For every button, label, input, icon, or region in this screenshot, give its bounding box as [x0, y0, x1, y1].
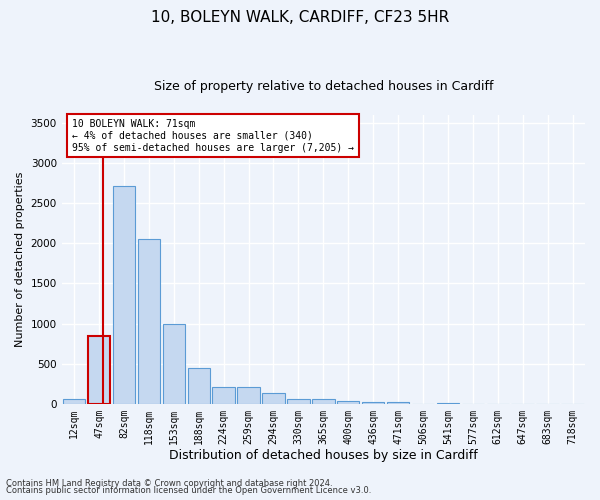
- Bar: [163, 324, 185, 404]
- Bar: [387, 402, 409, 404]
- Bar: [188, 368, 210, 404]
- Bar: [362, 402, 385, 404]
- Bar: [238, 386, 260, 404]
- Y-axis label: Number of detached properties: Number of detached properties: [15, 172, 25, 347]
- Text: 10 BOLEYN WALK: 71sqm
← 4% of detached houses are smaller (340)
95% of semi-deta: 10 BOLEYN WALK: 71sqm ← 4% of detached h…: [72, 120, 354, 152]
- Bar: [212, 386, 235, 404]
- Bar: [437, 403, 459, 404]
- Bar: [63, 399, 85, 404]
- Title: Size of property relative to detached houses in Cardiff: Size of property relative to detached ho…: [154, 80, 493, 93]
- Bar: [88, 336, 110, 404]
- Text: Contains public sector information licensed under the Open Government Licence v3: Contains public sector information licen…: [6, 486, 371, 495]
- Bar: [137, 238, 160, 404]
- Bar: [113, 186, 135, 404]
- Bar: [287, 399, 310, 404]
- Bar: [262, 394, 285, 404]
- Bar: [337, 402, 359, 404]
- Bar: [312, 400, 335, 404]
- Text: Contains HM Land Registry data © Crown copyright and database right 2024.: Contains HM Land Registry data © Crown c…: [6, 478, 332, 488]
- X-axis label: Distribution of detached houses by size in Cardiff: Distribution of detached houses by size …: [169, 450, 478, 462]
- Text: 10, BOLEYN WALK, CARDIFF, CF23 5HR: 10, BOLEYN WALK, CARDIFF, CF23 5HR: [151, 10, 449, 25]
